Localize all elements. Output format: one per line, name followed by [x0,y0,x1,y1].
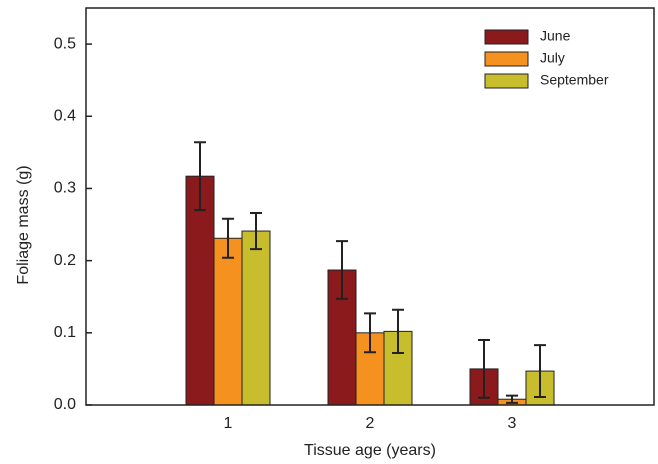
error-bar [364,312,376,354]
y-tick-label: 0.1 [54,324,76,341]
error-bar [478,339,490,399]
x-tick-label: 1 [224,415,233,432]
bar [383,330,413,406]
error-bar [392,308,404,355]
legend-label: July [540,50,565,66]
y-tick-label: 0.5 [54,35,76,52]
legend-label: September [540,72,609,88]
error-bar [222,217,234,259]
bar [213,237,243,406]
legend-swatch [484,73,529,89]
y-tick-label: 0.0 [54,396,76,413]
legend-label: June [540,28,571,44]
error-bar [534,344,546,399]
x-tick-label: 2 [366,415,375,432]
error-bar [336,240,348,300]
y-tick-label: 0.3 [54,180,76,197]
error-bar [506,394,518,404]
error-bar [250,211,262,251]
x-axis-label: Tissue age (years) [304,442,436,459]
y-tick-label: 0.4 [54,107,76,124]
bar [241,230,271,406]
y-tick-label: 0.2 [54,252,76,269]
y-axis-label: Foliage mass (g) [15,165,32,284]
legend-swatch [484,51,529,67]
legend-swatch [484,29,529,45]
error-bar [194,141,206,212]
x-tick-label: 3 [508,415,517,432]
plot-frame [85,7,655,406]
